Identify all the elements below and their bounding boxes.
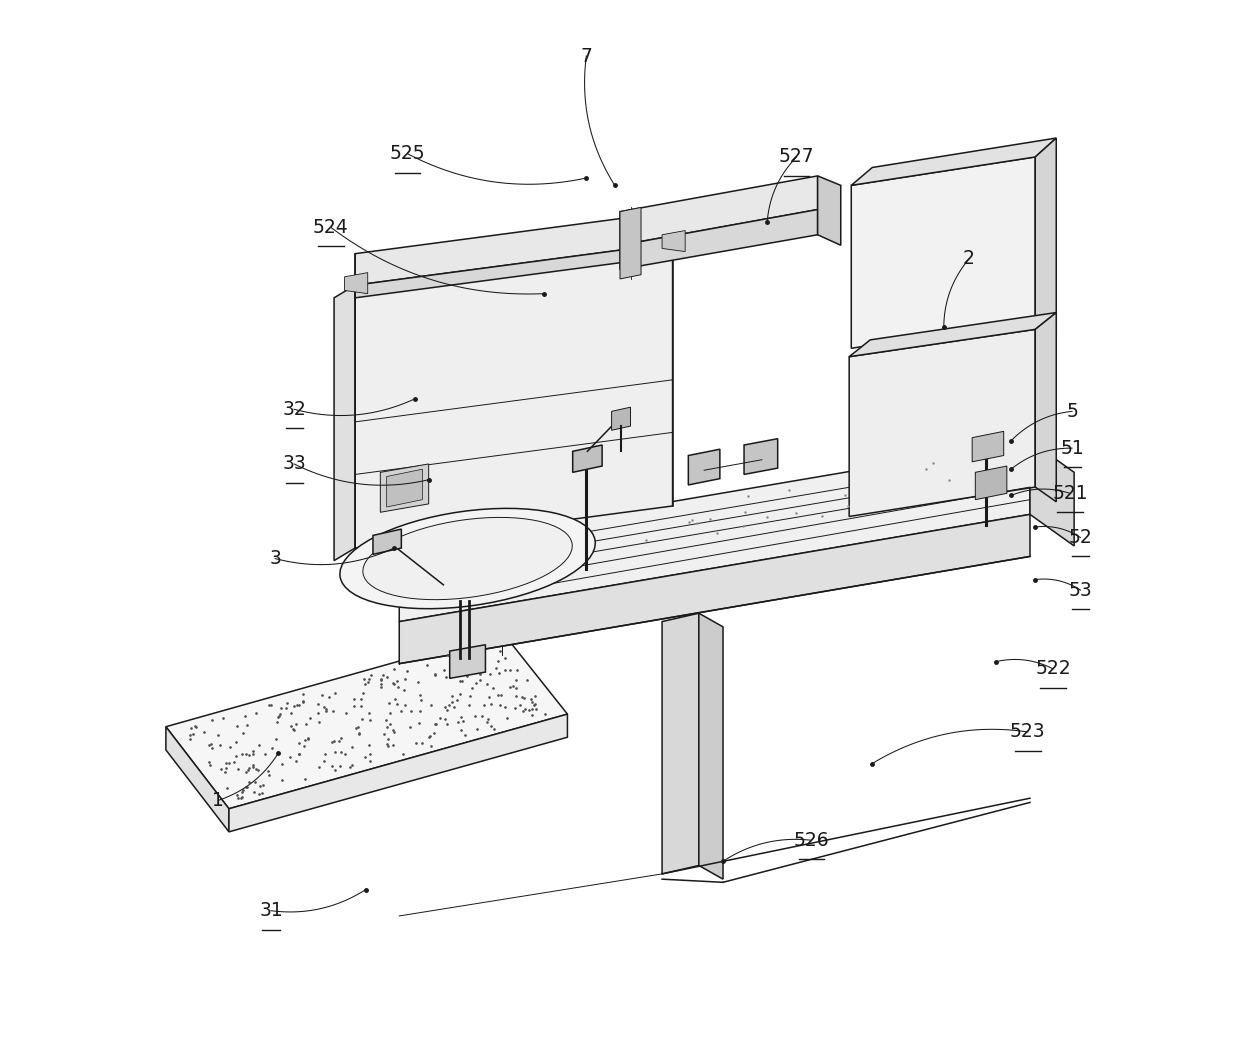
Polygon shape bbox=[699, 613, 723, 879]
Polygon shape bbox=[976, 466, 1007, 500]
Polygon shape bbox=[373, 529, 402, 554]
Polygon shape bbox=[334, 286, 355, 561]
Text: 1: 1 bbox=[212, 790, 224, 809]
Polygon shape bbox=[849, 313, 1056, 356]
Text: 2: 2 bbox=[963, 250, 975, 269]
Polygon shape bbox=[355, 243, 672, 548]
Polygon shape bbox=[399, 514, 1030, 664]
Polygon shape bbox=[1030, 441, 1074, 546]
Text: 522: 522 bbox=[1035, 660, 1071, 679]
Polygon shape bbox=[744, 438, 777, 474]
Text: 51: 51 bbox=[1060, 438, 1084, 457]
Polygon shape bbox=[166, 632, 568, 808]
Ellipse shape bbox=[363, 518, 573, 600]
Polygon shape bbox=[450, 645, 485, 679]
Polygon shape bbox=[662, 231, 686, 252]
Polygon shape bbox=[166, 726, 229, 832]
Text: 526: 526 bbox=[794, 831, 830, 850]
Text: 52: 52 bbox=[1069, 528, 1092, 547]
Polygon shape bbox=[849, 329, 1035, 516]
Text: 7: 7 bbox=[580, 46, 593, 65]
Polygon shape bbox=[620, 176, 817, 246]
Polygon shape bbox=[345, 273, 368, 294]
Polygon shape bbox=[688, 449, 720, 485]
Ellipse shape bbox=[340, 508, 595, 609]
Polygon shape bbox=[229, 715, 568, 832]
Polygon shape bbox=[355, 212, 672, 286]
Polygon shape bbox=[620, 210, 817, 270]
Text: 31: 31 bbox=[259, 901, 283, 920]
Text: 525: 525 bbox=[389, 144, 425, 163]
Text: 527: 527 bbox=[779, 148, 815, 167]
Polygon shape bbox=[611, 407, 630, 430]
Text: 33: 33 bbox=[283, 454, 306, 473]
Polygon shape bbox=[387, 469, 423, 507]
Polygon shape bbox=[817, 176, 841, 246]
Polygon shape bbox=[573, 445, 603, 472]
Polygon shape bbox=[852, 157, 1035, 348]
Polygon shape bbox=[662, 613, 699, 874]
Text: 523: 523 bbox=[1011, 722, 1045, 741]
Text: 53: 53 bbox=[1069, 581, 1092, 600]
Polygon shape bbox=[355, 225, 693, 286]
Polygon shape bbox=[355, 243, 672, 298]
Text: 521: 521 bbox=[1052, 484, 1087, 503]
Text: 32: 32 bbox=[283, 399, 306, 418]
Polygon shape bbox=[1035, 138, 1056, 335]
Text: 3: 3 bbox=[269, 549, 281, 568]
Text: 5: 5 bbox=[1066, 402, 1078, 421]
Polygon shape bbox=[399, 441, 1030, 622]
Polygon shape bbox=[852, 138, 1056, 186]
Polygon shape bbox=[381, 464, 429, 512]
Polygon shape bbox=[620, 208, 641, 279]
Polygon shape bbox=[1035, 313, 1056, 502]
Text: 524: 524 bbox=[312, 218, 348, 237]
Polygon shape bbox=[972, 431, 1003, 462]
